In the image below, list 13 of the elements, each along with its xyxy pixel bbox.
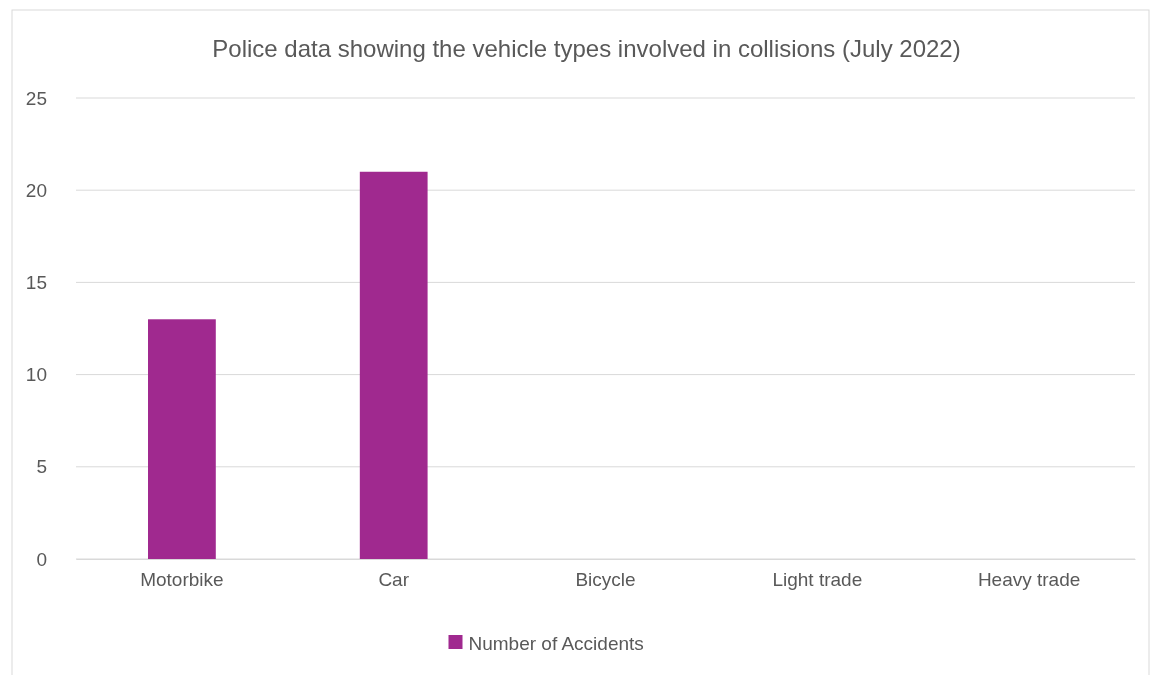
chart-title: Police data showing the vehicle types involved in collisions (July 2022) [212, 35, 961, 62]
y-tick-label: 10 [25, 364, 47, 386]
x-tick-label: Bicycle [575, 569, 636, 591]
x-tick-label: Light trade [772, 569, 863, 591]
legend-label: Number of Accidents [468, 633, 644, 654]
x-tick-label: Motorbike [140, 569, 224, 591]
y-tick-label: 15 [25, 271, 47, 293]
y-tick-label: 25 [25, 87, 47, 109]
y-tick-label: 0 [36, 548, 47, 570]
y-tick-label: 5 [36, 456, 47, 478]
y-tick-label: 20 [25, 179, 47, 201]
x-tick-label: Heavy trade [977, 569, 1081, 591]
x-tick-label: Car [378, 569, 410, 591]
